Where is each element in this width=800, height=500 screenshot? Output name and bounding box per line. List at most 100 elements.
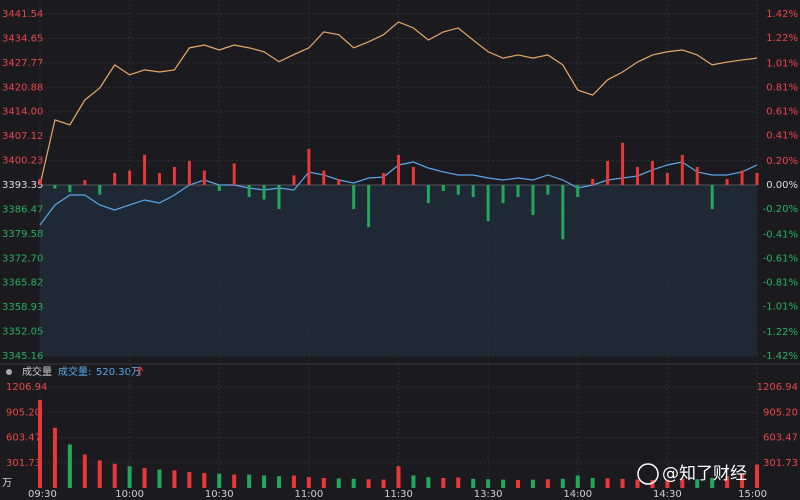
y2-tick-label: 1.22% (766, 33, 798, 44)
y2-tick-label: -1.42% (763, 351, 798, 362)
y-tick-label: 3400.23 (2, 156, 43, 167)
volume-bar (665, 479, 670, 488)
indicator-bar (292, 175, 296, 185)
volume-bar (411, 475, 416, 488)
indicator-bar (83, 180, 87, 185)
y-tick-label: 3358.93 (2, 302, 43, 313)
y-tick-label: 603.47 (6, 433, 41, 444)
y2-tick-label: 0.20% (766, 156, 798, 167)
volume-bar (575, 475, 580, 488)
indicator-bar (471, 185, 475, 198)
volume-bar (321, 477, 326, 488)
x-tick-label: 10:30 (205, 489, 234, 500)
x-tick-label: 09:30 (28, 489, 57, 500)
indicator-bar (187, 160, 191, 185)
x-tick-label: 14:00 (563, 489, 592, 500)
y-tick-label: 301.73 (6, 458, 41, 469)
indicator-bar (740, 170, 744, 185)
indicator-bar (680, 154, 684, 185)
indicator-bar (217, 185, 221, 192)
y-tick-label: 3434.65 (2, 33, 43, 44)
indicator-bar (143, 154, 147, 185)
volume-bar (486, 479, 491, 488)
indicator-bar (367, 185, 371, 228)
y-tick-label: 3352.05 (2, 327, 43, 338)
volume-bar (605, 478, 610, 488)
volume-bar (740, 474, 745, 488)
indicator-bar (561, 185, 565, 240)
x-tick-label: 10:00 (115, 489, 144, 500)
indicator-bar (426, 185, 430, 204)
y-tick-label: 1206.94 (6, 382, 47, 393)
x-tick-label: 15:00 (738, 489, 767, 500)
y2-tick-label: 1.01% (766, 58, 798, 69)
volume-bar (351, 478, 356, 488)
volume-bar (217, 473, 222, 488)
volume-bar (97, 460, 102, 488)
indicator-bar (397, 154, 400, 185)
indicator-bar (247, 185, 251, 198)
volume-bar (501, 479, 506, 488)
indicator-bar (232, 163, 236, 185)
y-tick-label: 3372.70 (2, 253, 43, 264)
volume-bar (142, 467, 147, 488)
volume-bar (38, 400, 42, 488)
volume-bar (725, 476, 730, 488)
y-tick-label: 3407.12 (2, 131, 43, 142)
indicator-bar (665, 172, 669, 185)
volume-bar (456, 477, 461, 488)
y2-tick-label: 301.73 (763, 458, 798, 469)
y2-tick-label: -0.20% (763, 204, 798, 215)
indicator-bar (516, 185, 520, 198)
y-tick-label: 3345.16 (2, 351, 43, 362)
volume-bar (695, 479, 700, 488)
indicator-bar (158, 172, 161, 185)
indicator-bar (322, 170, 326, 185)
y-tick-label: 3420.88 (2, 82, 43, 93)
y-tick-label: 3379.58 (2, 229, 43, 240)
y-tick-label: 3386.47 (2, 204, 43, 215)
y2-tick-label: 1206.94 (757, 382, 798, 393)
x-tick-label: 14:30 (653, 489, 682, 500)
indicator-bar (441, 185, 445, 192)
volume-bar (635, 479, 640, 488)
indicator-bar (546, 185, 550, 195)
volume-bar (381, 479, 386, 488)
y-tick-label: 3365.82 (2, 278, 43, 289)
indicator-bar (710, 185, 714, 210)
lower-shade (40, 185, 757, 356)
x-tick-label: 11:30 (384, 489, 413, 500)
volume-bar (306, 477, 311, 488)
volume-bar (127, 466, 132, 488)
volume-bar (396, 466, 401, 488)
volume-bar (202, 472, 207, 488)
indicator-bar (725, 178, 729, 185)
volume-bar (291, 475, 296, 488)
price-line (39, 21, 758, 186)
indicator-bar (695, 166, 699, 185)
indicator-bar (606, 160, 610, 185)
volume-bar (366, 479, 371, 488)
y2-tick-label: 603.47 (763, 433, 798, 444)
indicator-bar (53, 185, 57, 189)
indicator-bar (650, 160, 654, 185)
watermark: @知了财经 (662, 464, 747, 484)
volume-bar (755, 464, 759, 488)
indicator-bar (128, 170, 132, 185)
volume-bar (112, 463, 117, 488)
y2-tick-label: -1.22% (763, 327, 798, 338)
volume-bar (471, 478, 476, 488)
volume-unit: 万 (2, 478, 12, 489)
x-tick-label: 13:30 (474, 489, 503, 500)
indicator-bar (277, 185, 281, 210)
y2-tick-label: -0.81% (763, 278, 798, 289)
indicator-bar (352, 185, 356, 210)
indicator-bar (38, 178, 42, 185)
volume-bar (516, 480, 520, 488)
volume-bar (650, 480, 655, 488)
volume-title: 成交量 (22, 365, 52, 378)
volume-bar (52, 427, 57, 488)
indicator-bar (636, 166, 639, 185)
y2-tick-label: -0.61% (763, 253, 798, 264)
